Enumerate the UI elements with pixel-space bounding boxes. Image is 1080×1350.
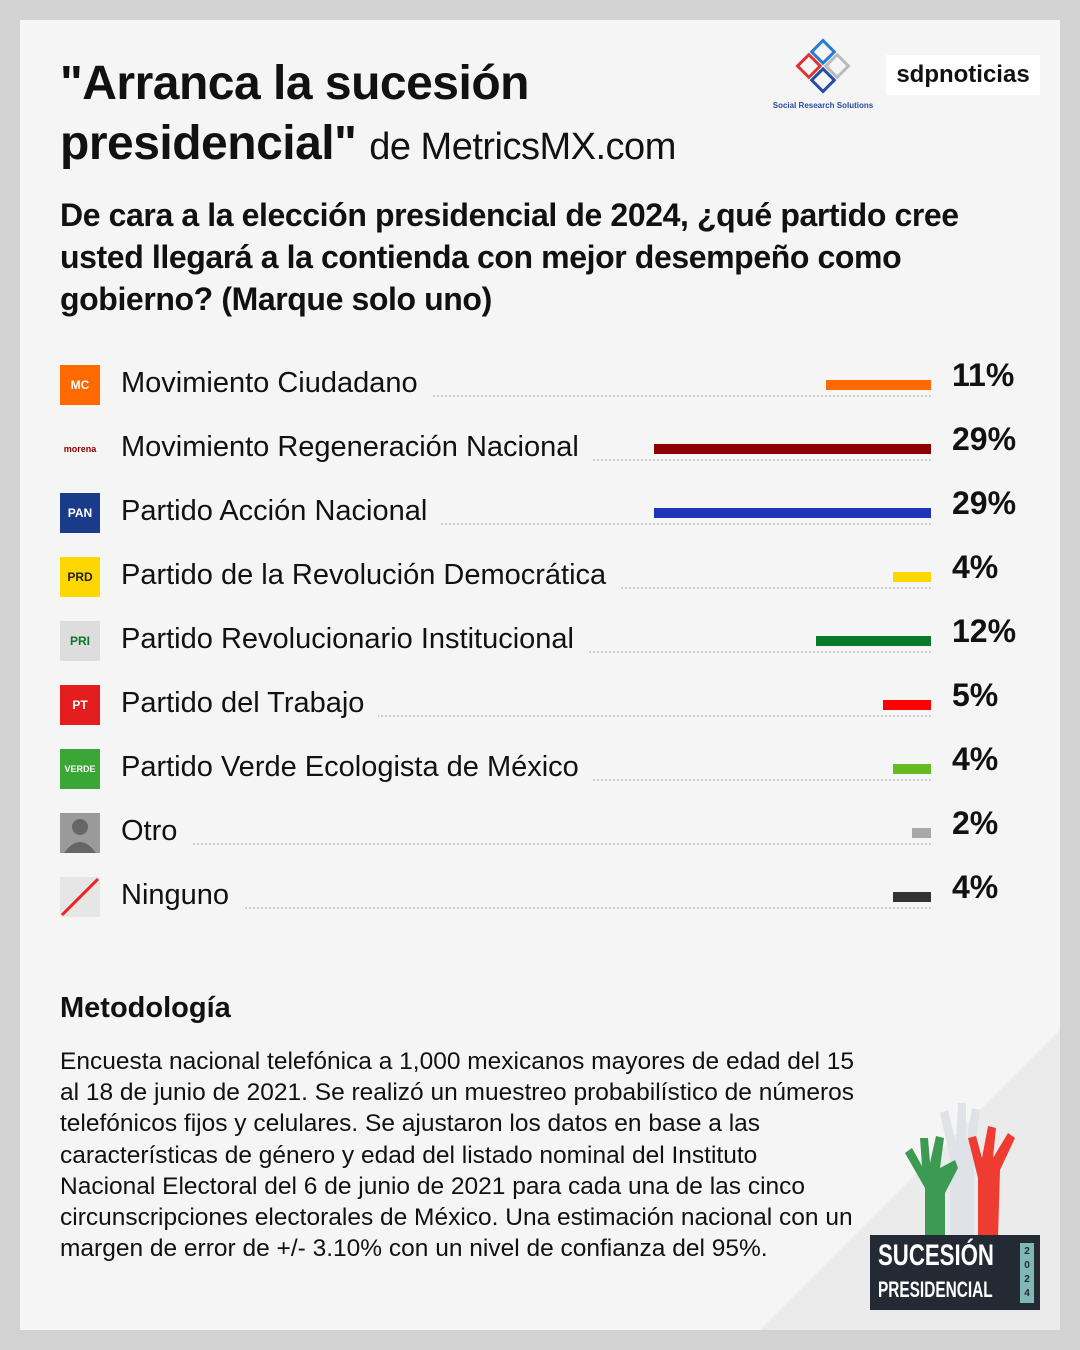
raised-hands-icon	[905, 1103, 1015, 1238]
icon-text: VERDE	[64, 764, 96, 774]
methodology-text: Encuesta nacional telefónica a 1,000 mex…	[60, 1048, 855, 1263]
chart-row: PT Partido del Trabajo 5%	[60, 677, 1020, 725]
chart-row: morena Movimiento Regeneración Nacional 29…	[60, 421, 1020, 469]
badge-line2: PRESIDENCIAL	[878, 1277, 993, 1302]
category-label: Movimiento Ciudadano	[121, 367, 432, 400]
chart-row: PRD Partido de la Revolución Democrática 4…	[60, 549, 1020, 597]
bar	[911, 828, 931, 838]
icon-text: PT	[72, 698, 88, 712]
badge-year: 2024	[1020, 1243, 1034, 1303]
icon-text: PRI	[69, 634, 90, 648]
badge-line1: SUCESIÓN	[878, 1239, 994, 1272]
value-label: 12%	[952, 613, 1017, 649]
category-label: Partido de la Revolución Democrática	[121, 559, 621, 592]
icon-text: MC	[70, 378, 90, 392]
mc-logo-icon: MC	[60, 365, 100, 405]
page-title: "Arranca la sucesión presidencial" de Met…	[60, 57, 676, 170]
value-label: 4%	[952, 869, 999, 905]
bar	[654, 444, 931, 454]
value-label: 4%	[952, 741, 999, 777]
icon-text: PRD	[67, 570, 93, 584]
dotted-leader	[140, 523, 931, 525]
category-label: Partido Verde Ecologista de México	[121, 751, 593, 784]
badge-year-text: 2024	[1024, 1246, 1030, 1299]
category-label: Partido Revolucionario Institucional	[121, 623, 588, 656]
value-label: 29%	[952, 485, 1017, 521]
bar	[883, 700, 931, 710]
morena-logo-icon: morena	[60, 429, 100, 469]
chart-row: PRI Partido Revolucionario Institucional 1…	[60, 613, 1020, 661]
category-label: Partido Acción Nacional	[121, 495, 442, 528]
icon-text: PAN	[67, 506, 93, 520]
verde-logo-icon: VERDE	[60, 749, 100, 789]
category-label: Movimiento Regeneración Nacional	[121, 431, 593, 464]
category-label: Partido del Trabajo	[121, 687, 379, 720]
chart-row: VERDE Partido Verde Ecologista de México 4…	[60, 741, 1020, 789]
chart-row: Ninguno 4%	[60, 869, 1020, 917]
value-label: 29%	[952, 421, 1017, 457]
slash-icon	[60, 877, 100, 917]
bar	[892, 572, 931, 582]
srs-logo: Social Research Solutions	[768, 38, 878, 110]
sucesion-presidencial-badge: SUCESIÓN PRESIDENCIAL 2024	[870, 1235, 1040, 1310]
infographic-card: "Arranca la sucesión presidencial" de Met…	[20, 20, 1060, 1330]
bar	[892, 764, 931, 774]
person-icon	[60, 813, 100, 853]
sdpnoticias-logo: sdpnoticias	[886, 55, 1040, 95]
pan-logo-icon: PAN	[60, 493, 100, 533]
methodology-heading: Metodología	[60, 992, 231, 1024]
badge-text-area: SUCESIÓN PRESIDENCIAL	[878, 1235, 1012, 1310]
srs-logo-text: Social Research Solutions	[772, 101, 874, 110]
dotted-leader	[140, 843, 931, 845]
srs-maze-icon	[795, 38, 851, 94]
category-label: Otro	[121, 815, 192, 848]
bar	[654, 508, 931, 518]
value-label: 5%	[952, 677, 999, 713]
survey-question: De cara a la elección presidencial de 20…	[60, 197, 959, 317]
chart-row: Otro 2%	[60, 805, 1020, 853]
value-label: 2%	[952, 805, 999, 841]
bar	[892, 892, 931, 902]
bar	[816, 636, 931, 646]
dotted-leader	[140, 907, 931, 909]
bar	[825, 380, 931, 390]
dotted-leader	[140, 395, 931, 397]
chart-row: MC Movimiento Ciudadano 11%	[60, 357, 1020, 405]
pri-logo-icon: PRI	[60, 621, 100, 661]
chart-row: PAN Partido Acción Nacional 29%	[60, 485, 1020, 533]
pt-logo-icon: PT	[60, 685, 100, 725]
category-label: Ninguno	[121, 879, 244, 912]
value-label: 11%	[952, 357, 1015, 393]
dotted-leader	[140, 715, 931, 717]
value-label: 4%	[952, 549, 999, 585]
prd-logo-icon: PRD	[60, 557, 100, 597]
icon-text: morena	[63, 444, 97, 454]
